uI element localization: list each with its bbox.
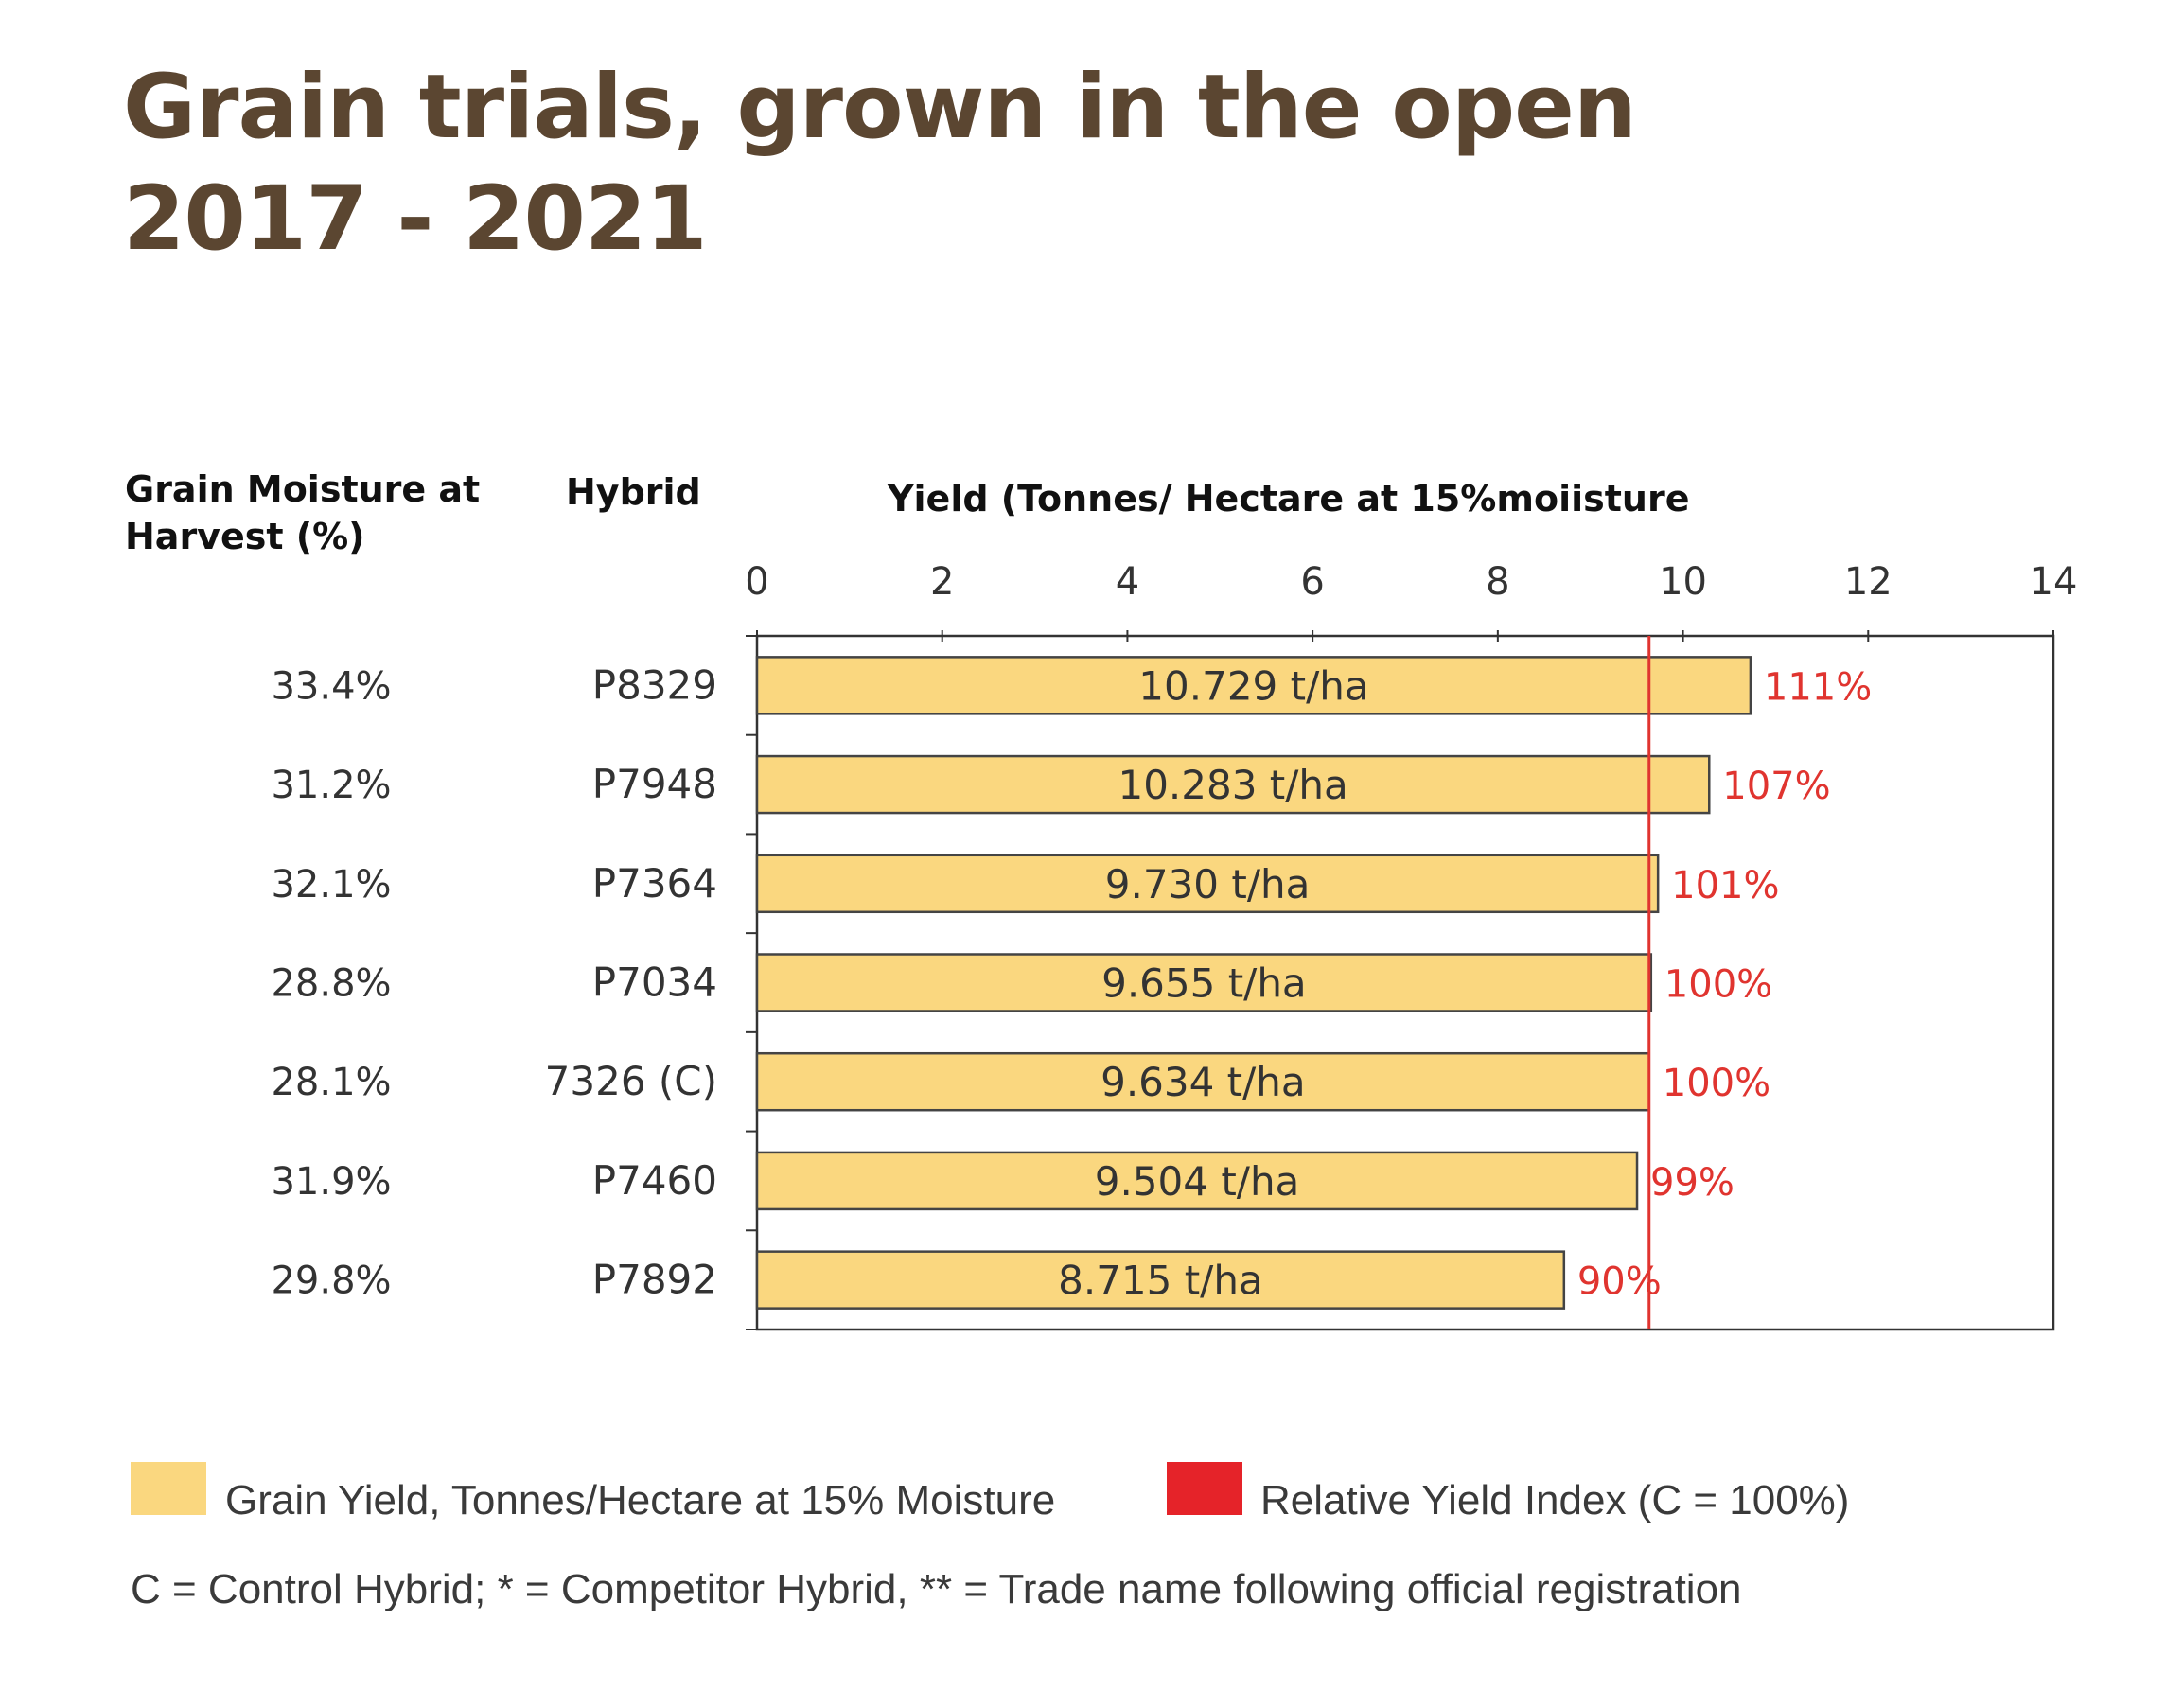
yield-axis-label: Yield (Tonnes/ Hectare at 15%moiisture [888, 478, 1690, 519]
bar-value-label: 10.729 t/ha [1138, 662, 1368, 709]
legend-label-index: Relative Yield Index (C = 100%) [1260, 1477, 1850, 1523]
relative-index-label: 107% [1722, 765, 1830, 808]
moisture-value: 29.8% [271, 1259, 391, 1303]
yield-bar [755, 1151, 1639, 1211]
relative-index-label: 111% [1764, 665, 1872, 709]
bar-value-label: 9.730 t/ha [1105, 861, 1311, 907]
moisture-value: 33.4% [271, 664, 391, 708]
legend-swatch-index [1167, 1462, 1242, 1515]
legend-label-yield: Grain Yield, Tonnes/Hectare at 15% Moist… [225, 1477, 1056, 1523]
moisture-value: 28.1% [271, 1061, 391, 1104]
yield-bar [755, 754, 1711, 815]
yield-bar [755, 854, 1660, 914]
bar-value-label: 9.634 t/ha [1101, 1059, 1306, 1105]
footnote: C = Control Hybrid; * = Competitor Hybri… [131, 1566, 1742, 1612]
moisture-value: 31.2% [271, 764, 391, 807]
bar-value-label: 8.715 t/ha [1058, 1258, 1263, 1304]
x-tick-label: 0 [745, 560, 768, 604]
moisture-value: 32.1% [271, 863, 391, 907]
chart-title: Grain trials, grown in the open 2017 - 2… [123, 52, 1637, 275]
x-tick-label: 14 [2030, 560, 2078, 604]
hybrid-name: 7326 (C) [545, 1058, 717, 1104]
bar-value-label: 9.504 t/ha [1095, 1158, 1300, 1205]
yield-bar [755, 953, 1653, 1012]
moisture-column-header: Grain Moisture at Harvest (%) [125, 468, 481, 557]
hybrid-name: P7364 [592, 860, 717, 907]
x-tick-label: 8 [1486, 560, 1509, 604]
yield-bar [755, 656, 1752, 715]
moisture-value: 31.9% [271, 1160, 391, 1204]
moisture-value: 28.8% [271, 962, 391, 1006]
x-tick-label: 10 [1659, 560, 1707, 604]
x-tick-label: 6 [1300, 560, 1324, 604]
hybrid-name: P7892 [592, 1257, 717, 1303]
relative-index-label: 90% [1577, 1260, 1662, 1304]
hybrid-name: P7948 [592, 761, 717, 807]
relative-index-label: 99% [1650, 1161, 1735, 1205]
x-tick-label: 4 [1116, 560, 1139, 604]
relative-index-label: 100% [1664, 963, 1772, 1007]
bar-value-label: 10.283 t/ha [1118, 762, 1347, 808]
relative-index-label: 100% [1663, 1062, 1770, 1105]
bar-value-label: 9.655 t/ha [1101, 960, 1307, 1007]
x-tick-label: 2 [930, 560, 954, 604]
x-tick-label: 12 [1844, 560, 1893, 604]
yield-bar [755, 1250, 1566, 1310]
chart-title-line-1: Grain trials, grown in the open [123, 56, 1637, 159]
hybrid-name: P7460 [592, 1157, 717, 1204]
hybrid-column-header: Hybrid [566, 471, 701, 513]
hybrid-name: P8329 [592, 661, 717, 708]
chart-title-line-2: 2017 - 2021 [123, 167, 708, 271]
legend-swatch-yield [131, 1462, 206, 1515]
relative-index-label: 101% [1671, 864, 1779, 907]
hybrid-name: P7034 [592, 960, 717, 1006]
